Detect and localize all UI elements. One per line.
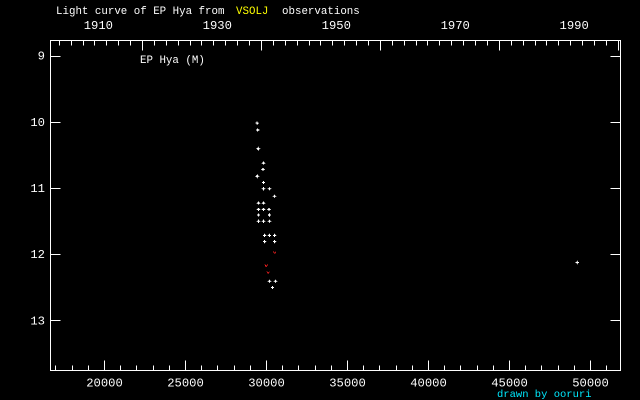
svg-text:1910: 1910: [84, 19, 113, 33]
svg-text:20000: 20000: [86, 377, 123, 391]
svg-text:1990: 1990: [560, 19, 589, 33]
svg-text:30000: 30000: [248, 377, 285, 391]
svg-text:11: 11: [30, 182, 45, 196]
svg-text:drawn by ooruri: drawn by ooruri: [497, 389, 592, 400]
svg-text:13: 13: [30, 314, 45, 328]
svg-text:40000: 40000: [410, 377, 447, 391]
svg-text:9: 9: [38, 50, 45, 64]
svg-text:EP Hya (M): EP Hya (M): [140, 55, 205, 67]
svg-text:25000: 25000: [167, 377, 204, 391]
svg-text:VSOLJ: VSOLJ: [236, 6, 268, 18]
svg-text:1930: 1930: [203, 19, 232, 33]
svg-text:1950: 1950: [322, 19, 351, 33]
svg-text:Light curve of EP Hya from: Light curve of EP Hya from: [56, 6, 224, 18]
svg-text:10: 10: [30, 116, 45, 130]
svg-text:35000: 35000: [329, 377, 366, 391]
svg-text:1970: 1970: [441, 19, 470, 33]
svg-text:observations: observations: [282, 6, 360, 18]
svg-text:12: 12: [30, 248, 45, 262]
